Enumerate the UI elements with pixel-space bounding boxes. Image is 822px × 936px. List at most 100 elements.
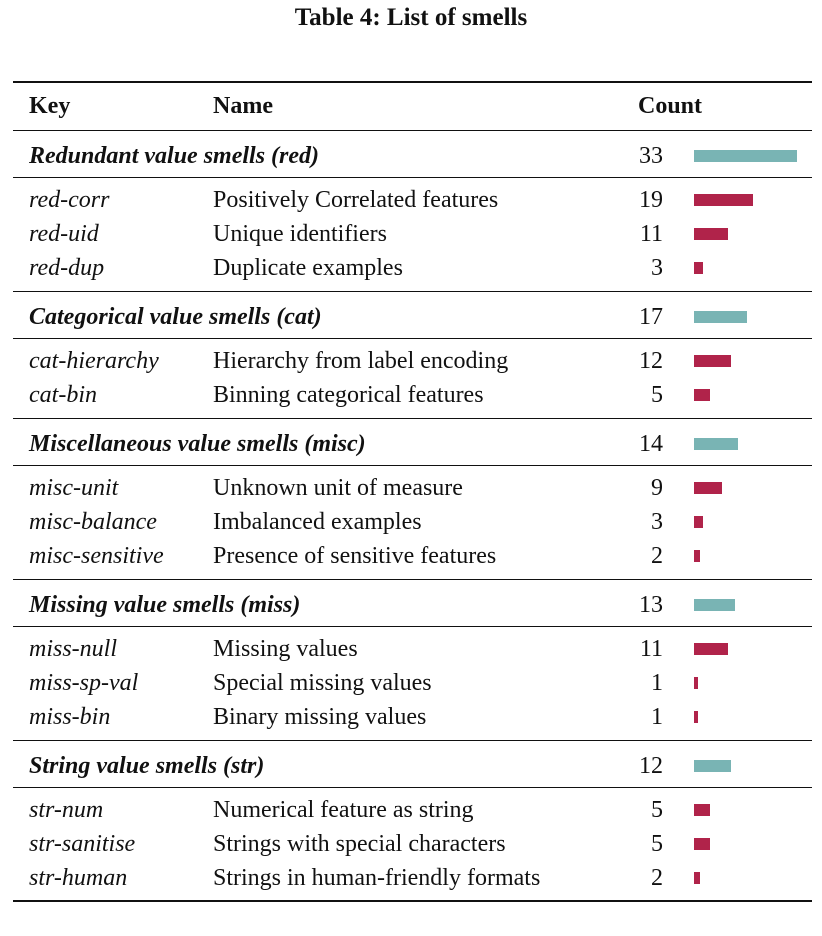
smell-key: miss-null [29,636,118,662]
smell-name: Presence of sensitive features [213,543,497,569]
group-label: Miscellaneous value smells (misc) [29,431,366,457]
group-count: 33 [639,143,663,169]
smell-name: Strings with special characters [213,831,506,857]
smell-name: Missing values [213,636,358,662]
count-bar [694,150,797,162]
smell-row: miss-sp-val Special missing values 1 [0,666,822,700]
count-bar [694,711,698,723]
smell-name: Hierarchy from label encoding [213,348,509,374]
table-caption: Table 4: List of smells [294,4,528,31]
smell-key: miss-bin [29,704,111,730]
smell-row: miss-null Missing values 11 [0,632,822,666]
smell-key: misc-sensitive [29,543,164,569]
smell-name: Numerical feature as string [213,797,474,823]
header-name: Name [213,93,273,119]
smell-name: Special missing values [213,670,432,696]
smell-key: misc-unit [29,475,119,501]
smell-count: 2 [651,543,663,569]
smell-name: Strings in human-friendly formats [213,865,541,891]
smell-row: str-num Numerical feature as string 5 [0,793,822,827]
table-rule [13,177,812,179]
table-rule-thick [13,900,812,902]
count-bar [694,311,747,323]
count-bar [694,355,731,367]
count-bar [694,599,735,611]
count-bar [694,389,710,401]
smell-key: miss-sp-val [29,670,139,696]
smell-row: miss-bin Binary missing values 1 [0,700,822,734]
header-count: Count [638,93,703,119]
smell-count: 2 [651,865,663,891]
table-rule [13,418,812,420]
smell-row: cat-bin Binning categorical features 5 [0,378,822,412]
count-bar [694,516,703,528]
count-bar [694,872,700,884]
smell-count: 19 [639,187,663,213]
smell-name: Positively Correlated features [213,187,499,213]
smell-count: 12 [639,348,663,374]
smell-count: 5 [651,831,663,857]
smell-name: Unique identifiers [213,221,387,247]
smell-count: 11 [639,221,663,247]
smell-count: 5 [651,797,663,823]
count-bar [694,194,753,206]
table-rule [13,626,812,628]
smell-key: str-human [29,865,128,891]
smell-count: 1 [651,670,663,696]
count-bar [694,228,728,240]
group-count: 14 [639,431,663,457]
group-row: Redundant value smells (red) 33 [0,139,822,173]
smell-name: Unknown unit of measure [213,475,463,501]
table-rule-thick [13,81,812,83]
group-label: Redundant value smells (red) [29,143,320,169]
count-bar [694,550,700,562]
table-rule [13,787,812,789]
table-rule [13,579,812,581]
table-rule [13,740,812,742]
smell-row: misc-sensitive Presence of sensitive feat… [0,539,822,573]
group-row: String value smells (str) 12 [0,749,822,783]
smell-key: misc-balance [29,509,157,535]
smell-name: Imbalanced examples [213,509,422,535]
smell-row: str-sanitise Strings with special charact… [0,827,822,861]
group-label: Missing value smells (miss) [29,592,301,618]
smell-count: 11 [639,636,663,662]
table-rule [13,465,812,467]
smell-row: misc-balance Imbalanced examples 3 [0,505,822,539]
count-bar [694,677,698,689]
table-rule [13,338,812,340]
group-label: String value smells (str) [29,753,265,779]
smell-key: cat-hierarchy [29,348,159,374]
smell-key: red-corr [29,187,110,213]
smell-count: 3 [651,509,663,535]
count-bar [694,760,731,772]
count-bar [694,262,703,274]
smell-count: 5 [651,382,663,408]
smell-key: str-num [29,797,104,823]
group-row: Miscellaneous value smells (misc) 14 [0,427,822,461]
group-row: Categorical value smells (cat) 17 [0,300,822,334]
count-bar [694,804,710,816]
smell-row: red-corr Positively Correlated features 19 [0,183,822,217]
group-label: Categorical value smells (cat) [29,304,322,330]
header-row: Key Name Count [0,89,822,123]
smell-name: Duplicate examples [213,255,403,281]
smell-row: red-dup Duplicate examples 3 [0,251,822,285]
count-bar [694,482,722,494]
smell-key: str-sanitise [29,831,136,857]
group-row: Missing value smells (miss) 13 [0,588,822,622]
smell-key: red-dup [29,255,105,281]
count-bar [694,838,710,850]
table-rule [13,291,812,293]
smell-row: red-uid Unique identifiers 11 [0,217,822,251]
smell-count: 1 [651,704,663,730]
smell-name: Binary missing values [213,704,427,730]
smell-row: misc-unit Unknown unit of measure 9 [0,471,822,505]
smell-key: red-uid [29,221,99,247]
smell-row: cat-hierarchy Hierarchy from label encodi… [0,344,822,378]
smell-key: cat-bin [29,382,97,408]
smell-count: 3 [651,255,663,281]
count-bar [694,643,728,655]
group-count: 12 [639,753,663,779]
smell-row: str-human Strings in human-friendly forma… [0,861,822,895]
